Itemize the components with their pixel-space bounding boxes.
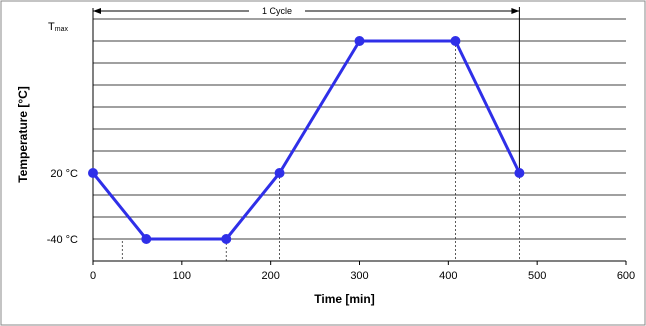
y-axis-title: Temperature [°C] (16, 86, 30, 183)
cycle-arrow-head-right (511, 8, 520, 14)
x-tick-label-500: 500 (528, 270, 546, 282)
data-point-1 (141, 234, 152, 244)
temperature-profile-points (88, 36, 525, 244)
grid-lines (93, 18, 626, 240)
x-tick-labels: 0 100 200 300 400 500 600 (90, 270, 635, 282)
y-tick-label-minus40: -40 °C (47, 234, 78, 246)
cycle-arrow-head-left (93, 8, 101, 14)
cycle-label: 1 Cycle (262, 6, 292, 16)
data-point-3 (274, 168, 285, 178)
data-point-2 (221, 234, 232, 244)
x-tick-label-400: 400 (439, 270, 457, 282)
y-tick-label-20: 20 °C (50, 168, 78, 180)
x-axis-title: Time [min] (314, 292, 374, 306)
y-tick-label-tmax: Tmax (48, 21, 68, 33)
cycle-indicator: 1 Cycle (93, 5, 520, 173)
x-tick-label-300: 300 (350, 270, 368, 282)
x-tick-label-0: 0 (90, 270, 96, 282)
dashed-drop-lines (121, 41, 520, 261)
x-tick-label-100: 100 (173, 270, 191, 282)
data-point-0 (88, 168, 98, 178)
x-tick-label-600: 600 (617, 270, 635, 282)
y-tick-tmax-main: T (48, 21, 55, 33)
data-point-6 (514, 168, 525, 178)
data-point-4 (354, 36, 365, 46)
data-point-5 (450, 36, 461, 46)
y-tick-tmax-sub: max (55, 26, 69, 33)
x-tick-label-200: 200 (261, 270, 279, 282)
cycle-label-background (249, 5, 305, 17)
x-tick-marks (92, 261, 627, 265)
